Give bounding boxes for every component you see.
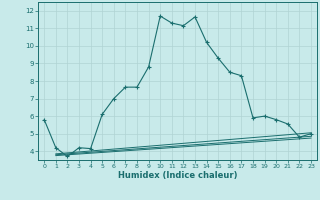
X-axis label: Humidex (Indice chaleur): Humidex (Indice chaleur) (118, 171, 237, 180)
